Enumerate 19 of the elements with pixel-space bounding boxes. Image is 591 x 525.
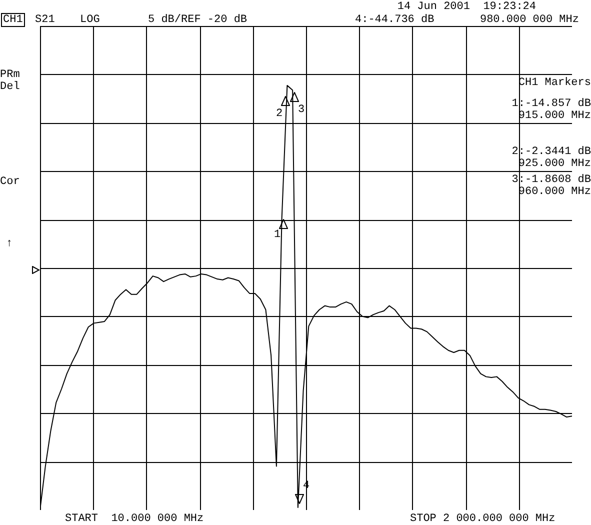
text: 5 dB/REF -20 dB: [148, 14, 248, 26]
annotation: 3: [298, 104, 305, 116]
text: LOG: [80, 14, 100, 26]
text: 980.000 000 MHz: [480, 14, 579, 26]
text: 14 Jun 2001 19:23:24: [397, 1, 536, 13]
text: STOP 2 000.000 000 MHz: [410, 513, 556, 525]
annotation: 960.000 MHz: [518, 186, 591, 198]
text: CH1: [1, 13, 25, 27]
text: Cor: [0, 176, 20, 188]
annotation: 2: [276, 108, 283, 120]
annotation: 915.000 MHz: [518, 110, 591, 122]
annotation: 1: [274, 229, 281, 241]
text: PRm: [0, 69, 20, 81]
annotation: 925.000 MHz: [518, 158, 591, 170]
text: START 10.000 000 MHz: [65, 513, 204, 525]
text: Del: [0, 81, 20, 93]
text: S21: [35, 14, 55, 26]
text: 4:-44.736 dB: [355, 14, 434, 26]
text: ↑: [6, 238, 13, 250]
